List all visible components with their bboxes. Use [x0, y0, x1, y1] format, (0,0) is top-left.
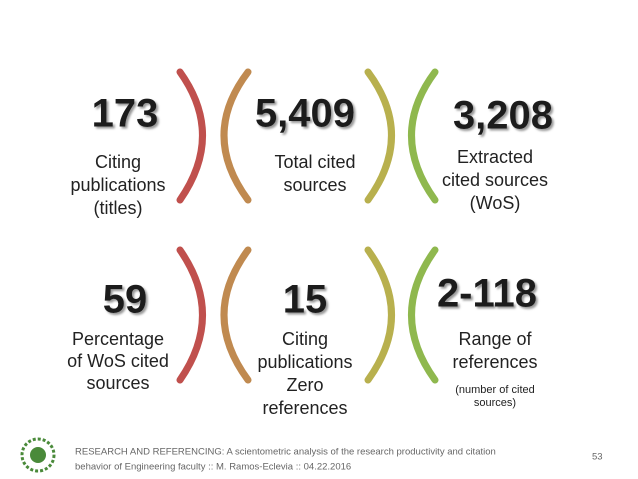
stat-value: 173	[92, 92, 159, 136]
arc	[220, 68, 252, 204]
arc	[220, 246, 252, 384]
logo-ring	[20, 437, 56, 473]
stat-value: 2-118	[437, 272, 537, 316]
stat-value: 15	[283, 278, 328, 322]
stat-label: Citing	[282, 329, 328, 349]
stat-label: sources	[283, 175, 346, 195]
page-number: 53	[592, 452, 603, 463]
stat-label: (WoS)	[470, 193, 521, 213]
stat-label: references	[262, 398, 347, 418]
stat-value: 5,409	[255, 92, 355, 136]
arc	[408, 246, 439, 384]
arc	[408, 68, 439, 204]
stat-label: Percentage	[72, 329, 164, 349]
arc	[364, 246, 395, 384]
stat-label: Citing	[95, 152, 141, 172]
stat-label: Range of	[458, 329, 532, 349]
arc	[176, 246, 206, 384]
stat-label: publications	[257, 352, 352, 372]
stat-label: sources	[86, 373, 149, 393]
stat-value: 3,208	[453, 94, 553, 138]
stat-note: sources)	[474, 397, 516, 409]
logo	[20, 437, 56, 473]
stat-label: Extracted	[457, 147, 533, 167]
arcs	[176, 68, 439, 384]
arc	[364, 68, 395, 204]
stat-label: publications	[70, 175, 165, 195]
footer-text: behavior of Engineering faculty :: M. Ra…	[75, 462, 351, 473]
logo-center	[30, 447, 46, 463]
footer-text: RESEARCH AND REFERENCING: A scientometri…	[75, 447, 496, 458]
stat-label: references	[452, 352, 537, 372]
stat-label: Zero	[286, 375, 323, 395]
stat-note: (number of cited	[455, 384, 534, 396]
stat-label: (titles)	[94, 198, 143, 218]
stat-label: cited sources	[442, 170, 548, 190]
stat-value: 59	[103, 278, 148, 322]
stat-label: of WoS cited	[67, 351, 169, 371]
arc	[176, 68, 206, 204]
stat-label: Total cited	[274, 152, 355, 172]
